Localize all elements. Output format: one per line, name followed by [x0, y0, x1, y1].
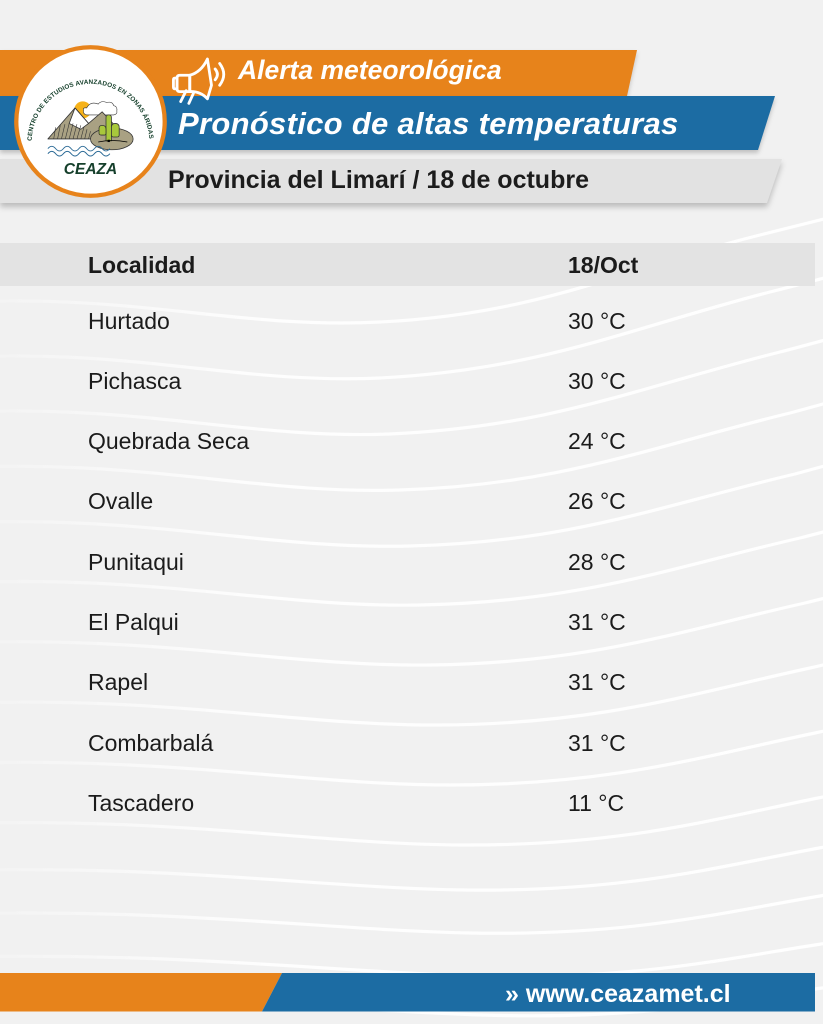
svg-text:CEAZA: CEAZA [64, 161, 117, 178]
